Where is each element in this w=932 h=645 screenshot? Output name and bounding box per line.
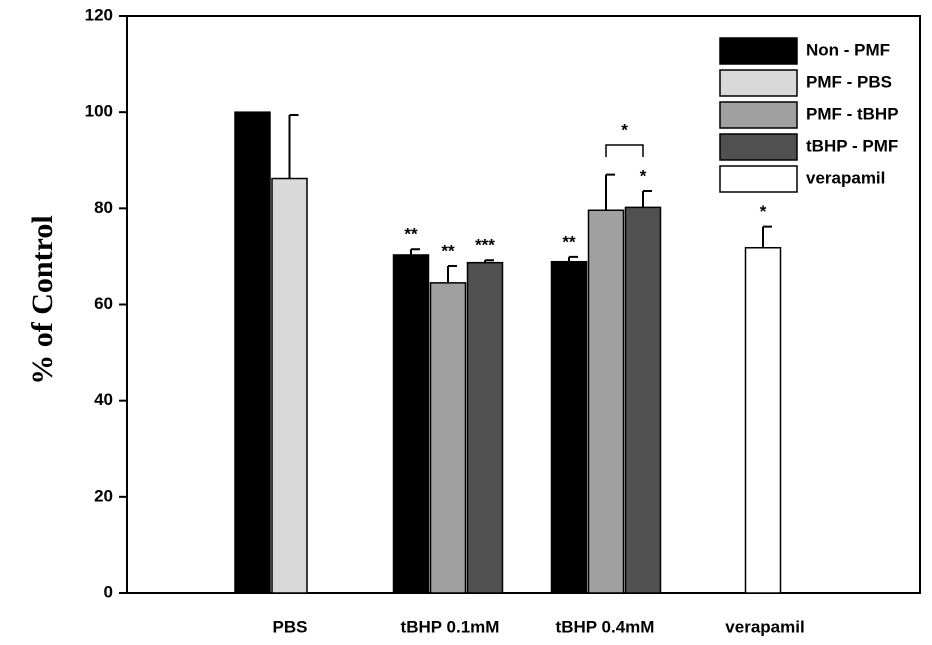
y-axis-label: % of Control: [26, 215, 59, 384]
legend-label: PMF - tBHP: [806, 104, 899, 123]
legend-swatch: [719, 37, 798, 65]
bar: [550, 260, 588, 594]
error-bar: [288, 114, 299, 179]
bracket-label: *: [621, 120, 628, 139]
bar: [587, 209, 625, 594]
error-bar: [410, 248, 420, 255]
error-bar: [568, 255, 578, 262]
legend-label: Non - PMF: [806, 40, 890, 59]
bar: [429, 282, 467, 594]
significance-label: **: [562, 232, 576, 251]
bar: [392, 254, 430, 594]
y-tick-label: 120: [85, 5, 113, 24]
y-tick-label: 0: [104, 582, 113, 601]
y-tick-label: 100: [85, 102, 113, 121]
error-bar: [762, 225, 772, 248]
y-tick-label: 40: [94, 390, 113, 409]
x-tick-label: tBHP 0.1mM: [401, 617, 500, 636]
bar: [466, 261, 504, 594]
significance-label: *: [760, 202, 767, 221]
legend-label: verapamil: [806, 168, 885, 187]
bar: [271, 177, 308, 594]
bar: [744, 247, 782, 594]
error-bar: [447, 265, 457, 283]
legend-swatch: [719, 101, 798, 129]
error-bar: [484, 259, 494, 263]
bracket: [605, 144, 644, 157]
legend-swatch: [719, 69, 798, 97]
significance-label: **: [404, 225, 418, 244]
legend-label: tBHP - PMF: [806, 136, 898, 155]
legend-swatch: [719, 165, 798, 193]
legend-label: PMF - PBS: [806, 72, 892, 91]
legend-swatch: [719, 133, 798, 161]
y-tick-label: 20: [94, 486, 113, 505]
significance-label: ***: [475, 236, 495, 255]
error-bar: [605, 173, 615, 211]
x-tick-label: PBS: [273, 617, 308, 636]
significance-label: *: [640, 167, 647, 186]
x-tick-label: tBHP 0.4mM: [556, 617, 655, 636]
x-tick-label: verapamil: [725, 617, 804, 636]
bar: [234, 111, 271, 594]
error-bar: [642, 190, 652, 208]
significance-label: **: [441, 242, 455, 261]
y-tick-label: 80: [94, 198, 113, 217]
bar: [624, 206, 662, 594]
y-tick-label: 60: [94, 294, 113, 313]
